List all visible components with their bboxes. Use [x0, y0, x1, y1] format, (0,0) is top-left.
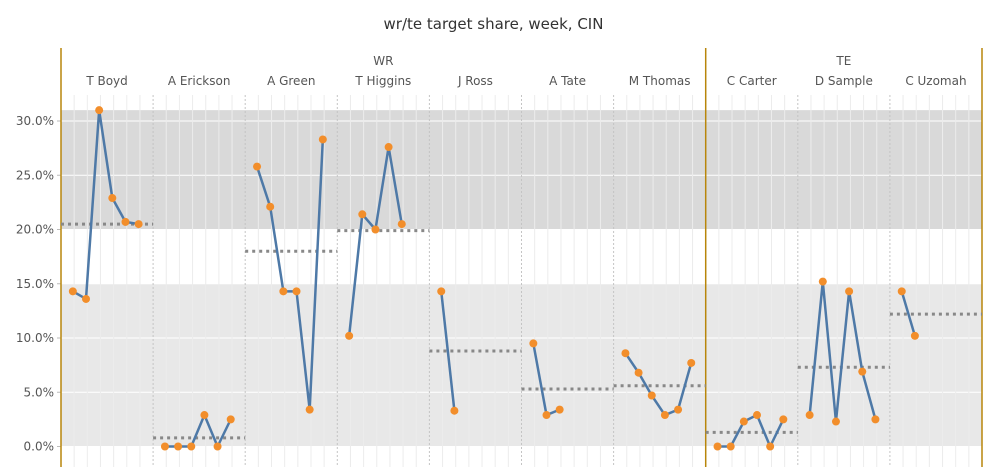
- data-point-c-uzomah-1[interactable]: [897, 287, 906, 296]
- y-tick-label: 25.0%: [16, 168, 54, 182]
- group-label-wr: WR: [373, 54, 393, 68]
- data-point-c-carter-6[interactable]: [779, 415, 788, 424]
- data-point-a-erickson-2[interactable]: [174, 442, 183, 451]
- player-label-d-sample: D Sample: [815, 74, 873, 88]
- data-point-j-ross-1[interactable]: [437, 287, 446, 296]
- data-point-t-higgins-3[interactable]: [371, 225, 380, 234]
- data-point-c-carter-5[interactable]: [766, 442, 775, 451]
- data-point-d-sample-4[interactable]: [845, 287, 854, 296]
- data-point-m-thomas-5[interactable]: [674, 405, 683, 414]
- player-label-m-thomas: M Thomas: [629, 74, 691, 88]
- data-point-t-boyd-1[interactable]: [68, 287, 77, 296]
- data-point-a-erickson-6[interactable]: [226, 415, 235, 424]
- data-point-t-boyd-5[interactable]: [121, 217, 130, 226]
- data-point-d-sample-2[interactable]: [818, 277, 827, 286]
- data-point-c-carter-2[interactable]: [726, 442, 735, 451]
- data-point-a-green-3[interactable]: [279, 287, 288, 296]
- series-line-j-ross: [439, 291, 456, 411]
- data-point-m-thomas-6[interactable]: [687, 358, 696, 367]
- data-point-t-boyd-2[interactable]: [81, 294, 90, 303]
- player-label-a-green: A Green: [267, 74, 315, 88]
- data-point-a-erickson-3[interactable]: [187, 442, 196, 451]
- data-point-a-erickson-5[interactable]: [213, 442, 222, 451]
- series-line-c-uzomah: [900, 290, 917, 337]
- data-point-t-higgins-5[interactable]: [397, 220, 406, 229]
- y-tick-label: 10.0%: [16, 331, 54, 345]
- data-point-m-thomas-1[interactable]: [621, 349, 630, 358]
- data-point-t-higgins-1[interactable]: [345, 331, 354, 340]
- data-point-a-erickson-1[interactable]: [160, 442, 169, 451]
- reference-band-2: [61, 110, 982, 230]
- player-label-a-tate: A Tate: [549, 74, 586, 88]
- data-point-j-ross-2[interactable]: [450, 406, 459, 415]
- data-point-m-thomas-2[interactable]: [634, 368, 643, 377]
- player-label-a-erickson: A Erickson: [168, 74, 231, 88]
- data-point-d-sample-1[interactable]: [805, 411, 814, 420]
- series-line-a-green: [255, 139, 325, 411]
- data-point-c-carter-4[interactable]: [753, 411, 762, 420]
- y-tick-label: 15.0%: [16, 277, 54, 291]
- chart-title: wr/te target share, week, CIN: [383, 15, 604, 33]
- data-point-t-boyd-3[interactable]: [95, 106, 104, 115]
- data-point-a-green-5[interactable]: [305, 405, 314, 414]
- y-tick-label: 5.0%: [24, 385, 55, 399]
- y-tick-label: 0.0%: [24, 440, 55, 454]
- data-point-m-thomas-3[interactable]: [647, 391, 656, 400]
- data-point-d-sample-6[interactable]: [871, 415, 880, 424]
- data-point-c-carter-1[interactable]: [713, 442, 722, 451]
- data-point-a-tate-2[interactable]: [542, 411, 551, 420]
- data-point-a-green-2[interactable]: [266, 202, 275, 211]
- player-label-j-ross: J Ross: [457, 74, 493, 88]
- y-tick-label: 30.0%: [16, 114, 54, 128]
- player-label-t-higgins: T Higgins: [354, 74, 411, 88]
- data-point-t-boyd-4[interactable]: [108, 194, 117, 203]
- data-point-d-sample-3[interactable]: [831, 417, 840, 426]
- data-point-t-higgins-2[interactable]: [358, 210, 367, 219]
- y-tick-label: 20.0%: [16, 223, 54, 237]
- series-line-d-sample: [808, 280, 877, 423]
- data-point-c-carter-3[interactable]: [739, 417, 748, 426]
- data-point-a-tate-3[interactable]: [555, 405, 564, 414]
- player-label-t-boyd: T Boyd: [85, 74, 127, 88]
- data-point-d-sample-5[interactable]: [858, 367, 867, 376]
- data-point-a-green-1[interactable]: [253, 162, 262, 171]
- data-point-a-green-6[interactable]: [318, 135, 327, 144]
- data-point-a-erickson-4[interactable]: [200, 411, 209, 420]
- data-point-a-green-4[interactable]: [292, 287, 301, 296]
- data-point-m-thomas-4[interactable]: [660, 411, 669, 420]
- data-point-t-boyd-6[interactable]: [134, 220, 143, 229]
- group-label-te: TE: [835, 54, 851, 68]
- player-label-c-carter: C Carter: [727, 74, 777, 88]
- data-point-a-tate-1[interactable]: [529, 339, 538, 348]
- player-label-c-uzomah: C Uzomah: [905, 74, 966, 88]
- data-point-t-higgins-4[interactable]: [384, 143, 393, 152]
- data-point-c-uzomah-2[interactable]: [910, 331, 919, 340]
